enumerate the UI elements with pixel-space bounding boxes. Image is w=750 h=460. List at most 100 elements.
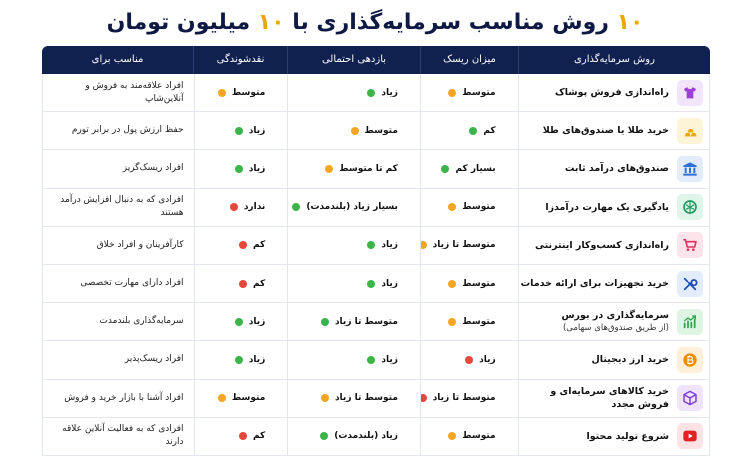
page-title: ۱۰ روش مناسب سرمایه‌گذاری با ۱۰ میلیون ت… [0,6,750,40]
comparison-table: روش سرمایه‌گذاری میزان ریسک بازدهی احتما… [42,46,710,456]
risk-value: متوسط تا زیاد [432,393,496,404]
fit-text: افراد ریسک‌گریز [122,163,184,174]
bank-icon [677,155,703,182]
return-cell: زیاد [287,226,420,264]
table-header: روش سرمایه‌گذاری میزان ریسک بازدهی احتما… [42,46,710,74]
fit-cell: افراد دارای مهارت تخصصی [43,265,194,302]
method-label: راه‌اندازی فروش پوشاک [555,86,669,99]
liquidity-cell: کم [193,417,288,455]
method-title: خرید کالاهای سرمایه‌ای و فروش مجدد [550,386,669,411]
fit-text: افراد دارای مهارت تخصصی [80,278,184,289]
title-text-1: روش مناسب سرمایه‌گذاری با [284,10,617,35]
tools-icon [677,270,703,297]
table-row: سرمایه‌گذاری در بورس (از طریق صندوق‌های س… [42,303,710,342]
fit-cell: افراد آشنا با بازار خرید و فروش [43,380,194,417]
method-title: راه‌اندازی فروش پوشاک [555,87,669,99]
risk-cell: زیاد [419,341,518,379]
liquidity-level-dot [234,355,243,364]
risk-cell: متوسط [419,188,518,226]
liquidity-value: زیاد [248,354,266,365]
fit-text: حفظ ارزش پول در برابر تورم [71,125,184,136]
method-cell: خرید کالاهای سرمایه‌ای و فروش مجدد [517,379,709,417]
liquidity-value: کم [252,431,266,442]
fit-cell: سرمایه‌گذاری بلندمدت [43,303,194,340]
liquidity-cell: زیاد [193,150,288,188]
fit-cell: افرادی که به فعالیت آنلاین علاقه دارند [43,418,194,455]
method-title: خرید تجهیزات برای ارائه خدمات [520,278,669,290]
risk-level-dot [420,241,427,250]
method-title: خرید ارز دیجیتال [591,354,669,366]
method-cell: سرمایه‌گذاری در بورس (از طریق صندوق‌های س… [517,303,709,341]
method-cell: صندوق‌های درآمد ثابت [517,150,709,188]
header-risk: میزان ریسک [420,46,518,74]
return-cell: بسیار زیاد (بلندمدت) [287,188,420,226]
return-value: زیاد (بلندمدت) [334,431,398,442]
method-cell: شروع تولید محتوا [517,417,709,455]
cart-icon [677,232,703,259]
liquidity-level-dot [238,432,247,441]
method-title: راه‌اندازی کسب‌وکار اینترنتی [535,239,669,251]
risk-value: متوسط تا زیاد [432,240,496,251]
risk-cell: متوسط [419,264,518,303]
method-cell: خرید طلا یا صندوق‌های طلا [517,112,709,150]
title-text-2: میلیون تومان [106,10,258,35]
fit-text: افراد آشنا با بازار خرید و فروش [64,392,184,403]
return-value: متوسط تا زیاد [334,393,398,404]
method-label: صندوق‌های درآمد ثابت [565,162,669,175]
return-level-dot [350,126,359,135]
play-icon [677,423,703,450]
method-cell: راه‌اندازی فروش پوشاک [517,74,709,112]
table-row: یادگیری یک مهارت درآمدزا متوسط بسیار زیاد … [42,188,710,227]
liquidity-cell: کم [193,264,288,303]
risk-value: کم [483,125,496,136]
table-row: خرید کالاهای سرمایه‌ای و فروش مجدد متوسط … [42,379,710,418]
fit-text: افرادی که به دنبال افزایش درآمد هستند [60,195,184,219]
method-label: خرید کالاهای سرمایه‌ای و فروش مجدد [519,385,669,411]
risk-cell: کم [419,112,518,150]
header-return: بازدهی احتمالی [287,46,420,74]
liquidity-level-dot [234,126,243,135]
risk-level-dot [465,355,474,364]
return-level-dot [320,394,329,403]
risk-level-dot [448,317,457,326]
fit-text: سرمایه‌گذاری بلندمدت [99,316,184,327]
return-level-dot [367,88,376,97]
fit-text: کارآفرینان و افراد خلاق [96,239,184,250]
table-row: شروع تولید محتوا متوسط زیاد (بلندمدت) کم افر… [42,417,710,456]
liquidity-value: زیاد [248,316,266,327]
return-value: متوسط [364,125,398,136]
liquidity-value: کم [252,240,266,251]
header-method: روش سرمایه‌گذاری [518,46,710,74]
method-label: شروع تولید محتوا [586,430,669,443]
risk-level-dot [448,432,457,441]
liquidity-level-dot [238,279,247,288]
risk-cell: بسیار کم [419,150,518,188]
risk-value: متوسط [462,202,496,213]
return-value: بسیار زیاد (بلندمدت) [306,202,398,213]
liquidity-value: متوسط [231,87,266,98]
table-row: خرید طلا یا صندوق‌های طلا کم متوسط زیاد حفظ … [42,112,710,151]
liquidity-level-dot [217,394,226,403]
fit-cell: افراد ریسک‌گریز [43,150,194,187]
method-cell: راه‌اندازی کسب‌وکار اینترنتی [517,226,709,264]
risk-value: متوسط [462,87,496,98]
method-subtitle: (از طریق صندوق‌های سهامی) [562,322,669,333]
header-liquidity: نقدشوندگی [193,46,287,74]
return-level-dot [292,203,301,212]
fit-cell: افراد ریسک‌پذیر [43,341,194,378]
return-level-dot [367,241,376,250]
title-number-1: ۱۰ [616,10,644,35]
risk-level-dot [420,394,427,403]
return-level-dot [367,279,376,288]
liquidity-cell: کم [193,226,288,264]
risk-level-dot [448,88,457,97]
return-level-dot [320,432,329,441]
return-cell: متوسط تا زیاد [287,303,420,341]
fit-cell: کارآفرینان و افراد خلاق [43,227,194,264]
method-label: راه‌اندازی کسب‌وکار اینترنتی [535,239,669,252]
method-label: سرمایه‌گذاری در بورس (از طریق صندوق‌های س… [561,309,669,335]
liquidity-level-dot [234,164,243,173]
return-level-dot [325,164,334,173]
table-row: خرید تجهیزات برای ارائه خدمات متوسط زیاد کم… [42,264,710,304]
method-label: خرید طلا یا صندوق‌های طلا [543,124,669,137]
